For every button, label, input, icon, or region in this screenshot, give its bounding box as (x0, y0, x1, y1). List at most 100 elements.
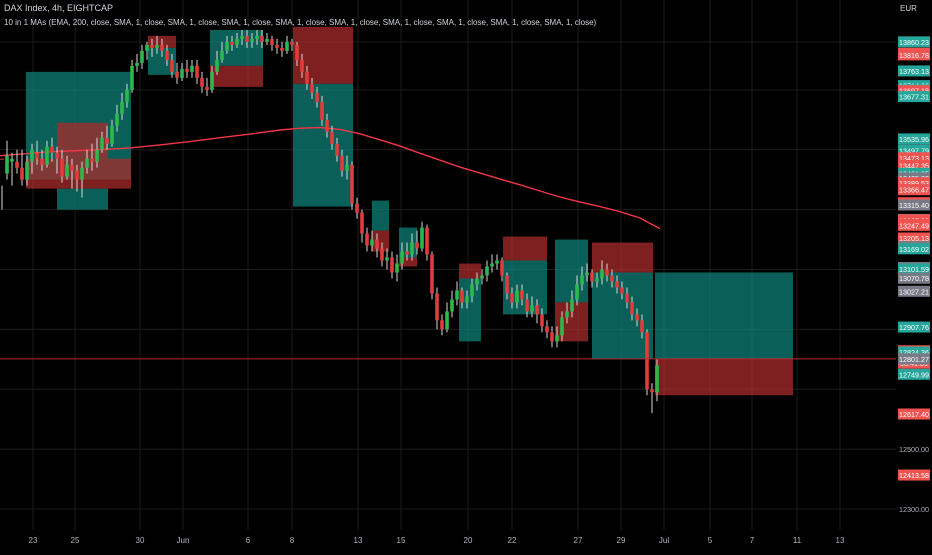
price-tag-label: 13315.40 (899, 201, 929, 210)
candle-up (410, 242, 414, 255)
price-tag-label: 13473.13 (899, 154, 929, 163)
time-tick-label: 15 (397, 536, 406, 545)
candle-up (580, 275, 584, 285)
candle-up (655, 365, 659, 393)
candle-up (110, 125, 114, 144)
candle-down (620, 287, 624, 294)
grid (0, 0, 896, 530)
candle-up (250, 38, 254, 42)
price-tag-label: 13366.47 (899, 186, 929, 195)
price-tag (898, 346, 930, 358)
time-tick-label: 13 (354, 536, 363, 545)
candle-down (310, 83, 314, 93)
candle-down (335, 143, 339, 156)
candle-down (165, 50, 169, 60)
candle-up (130, 65, 134, 90)
time-tick-label: 5 (708, 536, 713, 545)
price-tag (898, 152, 930, 164)
price-tag-label: 13027.21 (899, 287, 929, 296)
candle-up (225, 41, 229, 51)
candle-down (245, 35, 249, 42)
target-zone-box (57, 188, 108, 210)
price-tag-label: 12413.58 (899, 471, 929, 480)
price-tag-label: 12749.99 (899, 370, 929, 379)
candle-down (615, 281, 619, 288)
target-zone-box (503, 260, 547, 315)
candle-down (380, 248, 384, 261)
candle-up (385, 257, 389, 261)
time-tick-label: 8 (290, 536, 295, 545)
candle-down (525, 299, 529, 312)
candle-up (515, 290, 519, 303)
price-tag (898, 232, 930, 244)
candle-down (0, 158, 4, 160)
candle-up (100, 137, 104, 150)
candle-up (595, 278, 599, 282)
candle-up (190, 65, 194, 72)
candle-down (375, 239, 379, 249)
candle-down (315, 92, 319, 102)
candle-down (305, 71, 309, 84)
candle-down (430, 254, 434, 294)
candle-down (280, 47, 284, 51)
candle-down (340, 155, 344, 171)
price-tag (898, 184, 930, 196)
candle-down (360, 212, 364, 234)
candle-up (240, 35, 244, 39)
price-tag-label: 13389.53 (899, 179, 929, 188)
trade-boxes (26, 26, 793, 396)
candle-up (420, 227, 424, 249)
candle-down (230, 41, 234, 45)
time-tick-label: 6 (246, 536, 251, 545)
candle-down (640, 320, 644, 333)
price-tag-label: 12907.76 (899, 323, 929, 332)
time-tick-label: 11 (793, 536, 802, 545)
target-zone-box (372, 200, 389, 231)
candle-down (365, 233, 369, 246)
candle-up (85, 158, 89, 168)
candle-up (395, 263, 399, 273)
candle-down (610, 275, 614, 282)
ema-200-path (0, 126, 661, 230)
stop-zone-box (655, 359, 793, 396)
candle-up (575, 284, 579, 300)
price-tag (898, 65, 930, 77)
candle-down (260, 35, 264, 42)
price-tag (898, 133, 930, 145)
stop-zone-box (57, 122, 108, 159)
candle-up (490, 263, 494, 267)
stop-zone-box (399, 257, 417, 267)
candle-down (275, 44, 279, 48)
price-tag (898, 408, 930, 420)
candle-down (50, 146, 54, 153)
candle-down (205, 86, 209, 90)
price-tag (898, 243, 930, 255)
price-tag (898, 353, 930, 365)
candle-down (150, 44, 154, 48)
candle-up (465, 296, 469, 303)
candle-down (460, 290, 464, 303)
candle-up (10, 158, 14, 162)
candle-down (170, 59, 174, 72)
candle-up (480, 275, 484, 279)
stop-zone-box (210, 65, 263, 87)
price-axis: 13860.2313822.2413816.7813763.1313714.08… (896, 0, 932, 550)
candle-up (145, 44, 149, 51)
candle-down (295, 44, 299, 60)
time-tick-label: 13 (836, 536, 845, 545)
price-tag (898, 159, 930, 171)
candle-down (160, 44, 164, 51)
time-axis: 23 25 30 Jun 6 8 13 15 20 22 27 29 Jul 5 7 11 13 (29, 536, 845, 545)
candle-up (120, 101, 124, 114)
candle-up (220, 50, 224, 60)
price-tag (898, 36, 930, 48)
candle-up (125, 89, 129, 102)
candle-up (285, 41, 289, 51)
candle-down (645, 332, 649, 390)
price-tag-label: 12824.36 (899, 348, 929, 357)
price-tag-label: 13497.79 (899, 146, 929, 155)
time-tick-label: 7 (750, 536, 755, 545)
price-tag-label: 13101.59 (899, 265, 929, 274)
